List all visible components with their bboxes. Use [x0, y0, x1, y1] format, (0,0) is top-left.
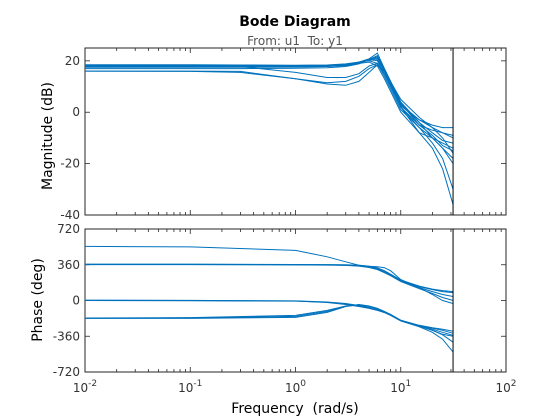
- phase-y-tick-label: -720: [53, 365, 80, 379]
- chart-title: Bode Diagram: [239, 14, 351, 30]
- magnitude-y-tick-label: -40: [60, 208, 80, 222]
- magnitude-y-tick-label: 0: [72, 105, 80, 119]
- phase-panel: 720 360 0 -360 -720: [53, 222, 507, 379]
- magnitude-axes-box: [84, 47, 507, 216]
- magnitude-series-line: [85, 64, 454, 154]
- frequency-tick-label: 102: [495, 379, 516, 395]
- magnitude-series-line: [85, 59, 454, 129]
- magnitude-y-tick-label: 20: [65, 54, 80, 68]
- phase-series-line: [85, 264, 454, 301]
- frequency-axis-label: Frequency (rad/s): [231, 401, 358, 417]
- magnitude-panel: 20 0 -20 -40: [60, 47, 507, 222]
- phase-y-tick-label: 0: [72, 294, 80, 308]
- magnitude-axis-label: Magnitude (dB): [40, 82, 56, 190]
- frequency-tick-labels: 10-2 10-1 100 101 102: [73, 379, 517, 395]
- phase-y-tick-label: -360: [53, 329, 80, 343]
- phase-y-tick-label: 360: [57, 258, 80, 272]
- chart-subtitle: From: u1 To: y1: [247, 34, 343, 48]
- phase-series-line: [85, 304, 454, 343]
- magnitude-y-tick-label: -20: [60, 157, 80, 171]
- magnitude-series-line: [85, 64, 454, 164]
- magnitude-series-line: [85, 56, 454, 152]
- magnitude-series-line: [85, 62, 454, 190]
- frequency-tick-label: 10-1: [178, 379, 202, 395]
- frequency-tick-label: 10-2: [73, 379, 97, 395]
- frequency-tick-label: 101: [390, 379, 411, 395]
- frequency-tick-label: 100: [285, 379, 306, 395]
- phase-series-line: [85, 299, 454, 332]
- phase-y-tick-label: 720: [57, 222, 80, 236]
- phase-axis-label: Phase (deg): [30, 258, 46, 342]
- magnitude-series-line: [85, 61, 454, 205]
